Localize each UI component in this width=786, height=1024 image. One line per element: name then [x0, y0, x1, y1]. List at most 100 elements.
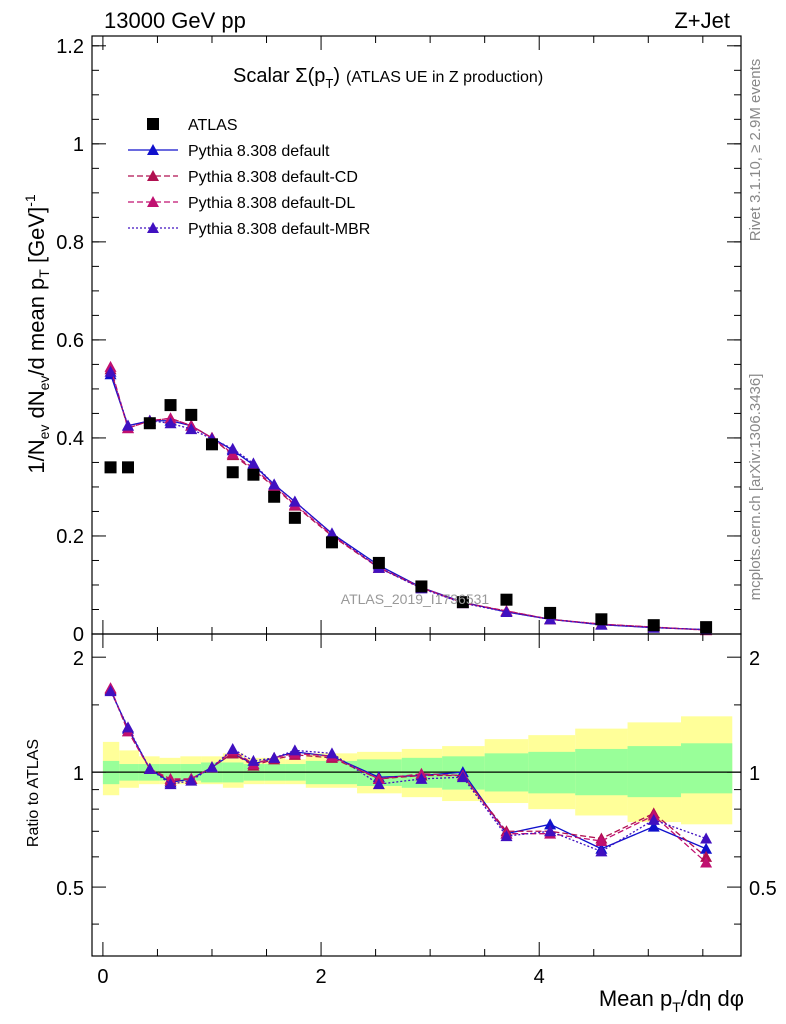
main-series-marker-4 [121, 419, 134, 431]
title-note: (ATLAS UE in Z production) [346, 69, 543, 86]
ylabel-top: 1/Nev dNev/d mean pT [GeV]-1 [22, 194, 52, 474]
atlas-data-point [647, 619, 660, 632]
ratio-series-marker-3 [544, 825, 557, 837]
legend-label-3: Pythia 8.308 default-DL [188, 195, 355, 212]
title-sub: T [325, 76, 333, 91]
title-end: ) [333, 65, 340, 87]
main-ytick-label: 1 [73, 134, 84, 156]
main-ytick-label: 1.2 [56, 36, 84, 58]
rivet-label: Rivet 3.1.10, ≥ 2.9M events [747, 59, 764, 242]
ratio-frame [91, 633, 742, 957]
ratio-series-marker-3 [456, 771, 469, 783]
legend-label-0: ATLAS [188, 117, 238, 134]
main-ytick-label: 0 [73, 624, 84, 646]
main-ytick-label: 0.2 [56, 526, 84, 548]
ratio-series-marker-1 [700, 850, 713, 862]
ratio-series-marker-3 [647, 813, 660, 825]
ratio-series-marker-3 [164, 778, 177, 790]
ratio-ytick-label: 1 [73, 763, 84, 785]
ratio-series-marker-3 [288, 744, 301, 756]
ratio-series-marker-3 [143, 762, 156, 774]
legend-label-1: Pythia 8.308 default [188, 143, 330, 160]
xtick-label: 4 [534, 966, 545, 988]
ratio-series-marker-2 [700, 856, 713, 868]
mcplots-label: mcplots.cern.ch [arXiv:1306.3436] [747, 374, 764, 601]
plot-title: Scalar Σ(pT) (ATLAS UE in Z production) [233, 65, 543, 91]
legend-label-4: Pythia 8.308 default-MBR [188, 221, 370, 238]
ratio-series-marker-3 [700, 832, 713, 844]
header-process: Z+Jet [674, 8, 730, 33]
ylabel-bottom: Ratio to ATLAS [25, 739, 42, 847]
atlas-data-point [104, 461, 117, 474]
legend-marker-1 [147, 144, 159, 155]
green-uncertainty-band [681, 743, 733, 794]
atlas-data-point [185, 408, 198, 421]
ratio-ytick-label: 2 [73, 648, 84, 670]
ratio-series-marker-3 [268, 751, 281, 763]
main-series-marker-4 [288, 495, 301, 507]
ratio-ytick-label-right: 2 [749, 648, 760, 670]
ratio-series-marker-3 [595, 845, 608, 857]
legend: ATLAS Pythia 8.308 default Pythia 8.308 de… [128, 117, 370, 238]
ratio-series-marker-3 [325, 747, 338, 759]
atlas-data-point [121, 461, 134, 474]
xtick-label: 0 [97, 966, 108, 988]
ratio-series-marker-3 [247, 754, 260, 766]
title-main: Scalar Σ(p [233, 65, 325, 87]
atlas-data-point [205, 438, 218, 451]
atlas-data-point [500, 593, 513, 606]
ratio-series-marker-3 [372, 778, 385, 790]
main-series-marker-4 [104, 365, 117, 377]
main-ytick-label: 0.4 [56, 428, 84, 450]
ratio-series-marker-0 [700, 842, 713, 854]
atlas-data-point [268, 490, 281, 503]
ratio-series-marker-3 [500, 830, 513, 842]
atlas-data-point [544, 606, 557, 619]
atlas-data-point [288, 511, 301, 524]
ratio-ytick-label-right: 1 [749, 763, 760, 785]
atlas-data-point [143, 417, 156, 430]
legend-label-2: Pythia 8.308 default-CD [188, 169, 358, 186]
atlas-data-point [595, 613, 608, 626]
atlas-data-point [226, 466, 239, 479]
atlas-data-point [415, 580, 428, 593]
main-series-marker-4 [268, 478, 281, 490]
ratio-series-marker-3 [415, 772, 428, 784]
main-panel: 0 0.2 0.4 0.6 0.8 1 1.2 [56, 35, 742, 646]
ratio-series-marker-3 [104, 685, 117, 697]
ratio-ytick-label-right: 0.5 [749, 878, 777, 900]
atlas-data-point [372, 556, 385, 569]
main-ytick-label: 0.8 [56, 232, 84, 254]
main-series-marker-4 [500, 605, 513, 617]
main-series-marker-4 [185, 423, 198, 435]
main-ytick-label: 0.6 [56, 330, 84, 352]
ratio-series-marker-3 [226, 742, 239, 754]
atlas-data-point [164, 399, 177, 412]
atlas-data-point [456, 596, 469, 609]
main-series-marker-4 [164, 417, 177, 429]
header-energy: 13000 GeV pp [104, 8, 246, 33]
ratio-ytick-label: 0.5 [56, 878, 84, 900]
watermark: ATLAS_2019_I1736531 [341, 591, 490, 607]
legend-marker-2 [147, 170, 159, 181]
main-series-marker-4 [226, 442, 239, 454]
ratio-series-marker-0 [544, 818, 557, 830]
ratio-panel: 0.5 0.5 1 1 2 2 0 2 4 [56, 633, 777, 988]
ratio-series-marker-2 [595, 835, 608, 847]
ratio-series-marker-0 [647, 820, 660, 832]
legend-marker-3 [147, 196, 159, 207]
svg-text:Scalar Σ(pT)(ATLAS UE in Z pro: Scalar Σ(pT) (ATLAS UE in Z production) [233, 65, 543, 91]
main-series-marker-4 [247, 457, 260, 469]
legend-marker-4 [147, 222, 159, 233]
atlas-data-point [325, 536, 338, 549]
legend-marker-atlas [147, 118, 159, 130]
atlas-data-point [247, 468, 260, 481]
xtick-label: 2 [315, 966, 326, 988]
ratio-series-marker-3 [205, 761, 218, 773]
ratio-series-marker-3 [185, 774, 198, 786]
xlabel: Mean pT/dη dφ [599, 986, 744, 1015]
main-series-marker-4 [325, 527, 338, 539]
ratio-series-marker-3 [121, 721, 134, 733]
atlas-data-point [700, 621, 713, 634]
